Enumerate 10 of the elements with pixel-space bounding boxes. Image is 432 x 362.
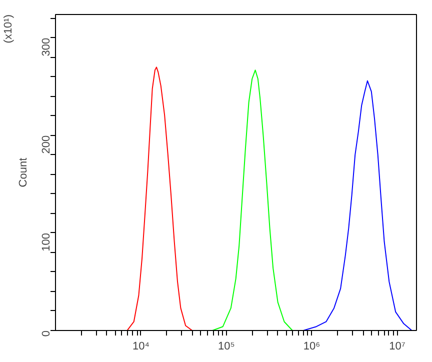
text: (x10¹) (2, 14, 14, 44)
x-tick-label: 10⁵ (218, 340, 235, 352)
x-tick-label: 10⁶ (303, 340, 320, 352)
y-tick-label: 300 (40, 38, 52, 56)
y-tick-label: 0 (40, 330, 52, 337)
y-tick-label: 200 (40, 135, 52, 154)
y-tick-label: 100 (40, 232, 52, 252)
x-tick-label: 10⁴ (132, 340, 150, 352)
y-axis-title: Count (18, 158, 30, 188)
x-tick-label: 10⁷ (389, 340, 406, 352)
